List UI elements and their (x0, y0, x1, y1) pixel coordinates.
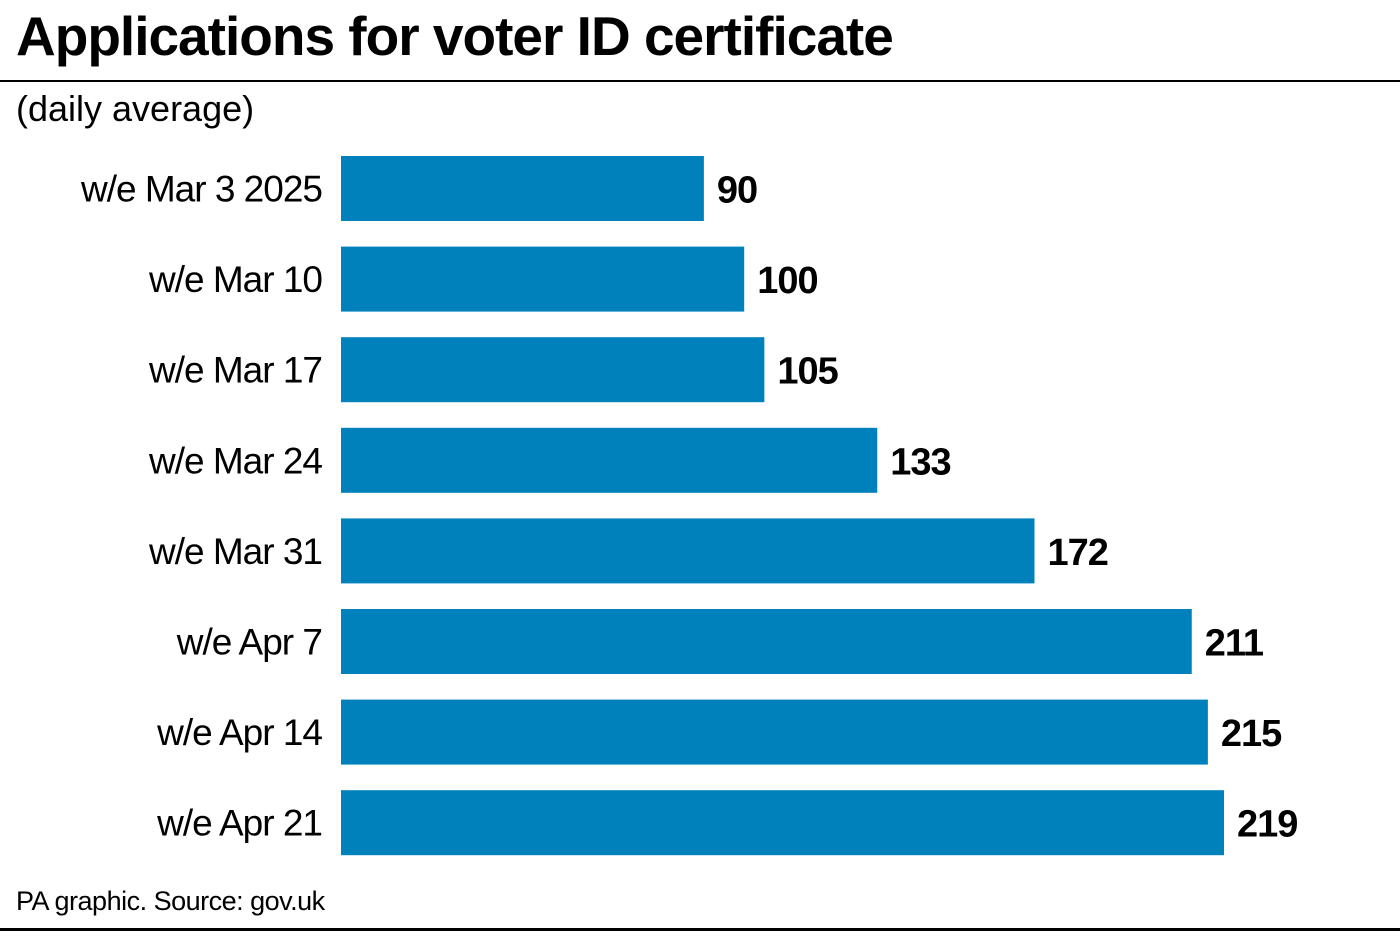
value-label: 90 (717, 170, 757, 212)
category-label: w/e Apr 14 (156, 712, 322, 753)
chart-title: Applications for voter ID certificate (16, 5, 894, 67)
category-label: w/e Apr 21 (156, 803, 322, 844)
category-label: w/e Mar 31 (148, 531, 322, 572)
value-label: 211 (1205, 623, 1264, 665)
bar (341, 609, 1192, 674)
value-label: 133 (890, 441, 950, 483)
value-label: 172 (1047, 532, 1107, 574)
value-label: 100 (757, 260, 817, 302)
bar (341, 246, 745, 312)
bar (341, 337, 765, 403)
source-footer: PA graphic. Source: gov.uk (16, 886, 325, 916)
category-label: w/e Apr 7 (176, 622, 322, 663)
value-label: 219 (1237, 804, 1297, 846)
bar (341, 699, 1208, 765)
chart-subtitle: (daily average) (16, 88, 255, 129)
category-label: w/e Mar 24 (148, 440, 322, 481)
bottom-divider (0, 928, 1400, 931)
bar (341, 156, 704, 221)
category-label: w/e Mar 10 (148, 259, 322, 300)
category-label: w/e Mar 3 2025 (80, 169, 322, 210)
title-divider (0, 80, 1400, 82)
category-label: w/e Mar 17 (148, 350, 322, 391)
value-label: 215 (1221, 713, 1282, 755)
bar (341, 518, 1035, 584)
bar (341, 427, 878, 493)
value-label: 105 (777, 351, 838, 393)
bar (341, 790, 1224, 856)
